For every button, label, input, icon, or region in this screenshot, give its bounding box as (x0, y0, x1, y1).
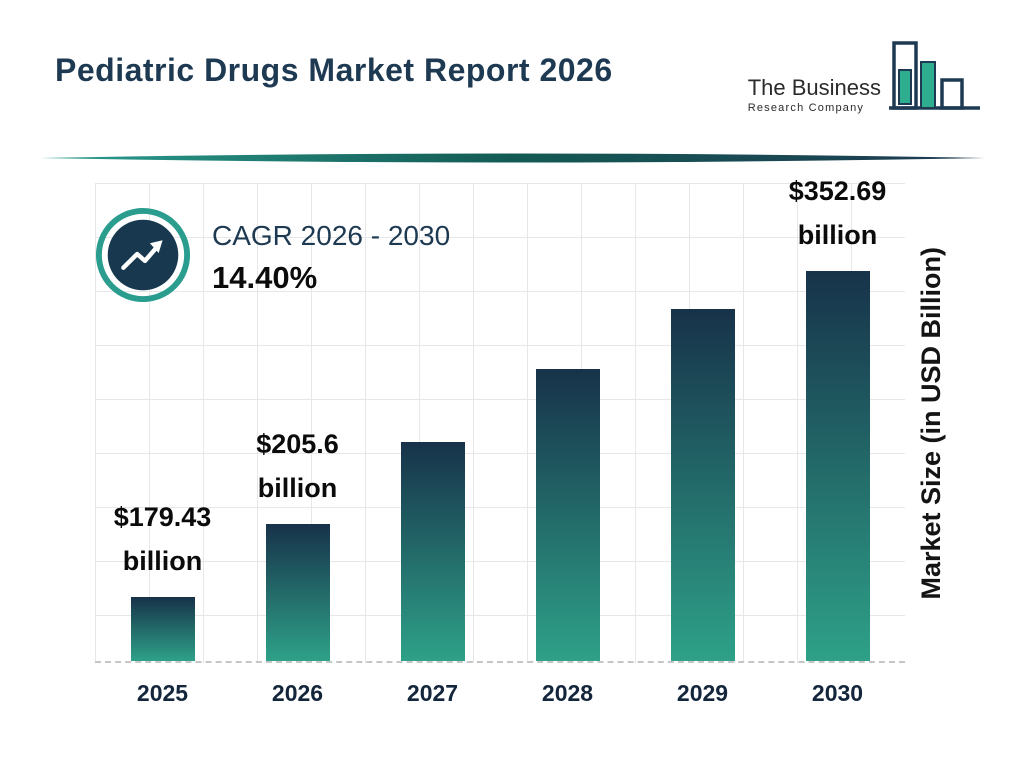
bar-2028 (535, 369, 600, 661)
bar-slot-2028 (500, 183, 635, 661)
y-axis: Market Size (in USD Billion) (903, 183, 959, 663)
cagr-text: CAGR 2026 - 2030 14.40% (212, 220, 450, 296)
bar-2029 (670, 309, 735, 661)
cagr-label: CAGR 2026 - 2030 (212, 219, 451, 251)
trend-up-icon (94, 206, 192, 309)
chart-plot-area: $179.43 billion $205.6 billion $352.69 billio… (95, 176, 905, 663)
x-axis-label-2027: 2027 (406, 680, 459, 706)
x-axis: 2025 2026 2027 2028 2029 2030 (95, 680, 905, 707)
y-axis-label: Market Size (in USD Billion) (915, 246, 946, 600)
bar-slot-2026: $205.6 billion (230, 183, 365, 661)
bar-slot-2030: $352.69 billion (770, 176, 905, 661)
x-axis-label-2029: 2029 (676, 680, 729, 706)
bar-2025 (130, 597, 195, 661)
divider-line (40, 153, 985, 163)
logo-line2: Research Company (747, 101, 865, 114)
bar-2030 (805, 271, 870, 661)
x-axis-label-2025: 2025 (136, 680, 189, 706)
cagr-block: CAGR 2026 - 2030 14.40% (94, 206, 450, 309)
x-axis-label-2030: 2030 (811, 680, 864, 706)
x-axis-label-2026: 2026 (271, 680, 324, 706)
bar-slot-2029 (635, 183, 770, 661)
logo-line1: The Business (747, 74, 881, 100)
company-logo: The Business Research Company (748, 38, 982, 128)
bars-row: $179.43 billion $205.6 billion $352.69 billio… (95, 176, 905, 661)
bar-value-label-2030: $352.69 billion (788, 176, 887, 250)
page-title: Pediatric Drugs Market Report 2026 (55, 52, 613, 88)
bar-value-label-2025: $179.43 billion (113, 502, 212, 576)
bar-slot-2027 (365, 183, 500, 661)
bar-2026 (265, 524, 330, 661)
bar-value-label-2026: $205.6 billion (256, 429, 339, 503)
cagr-value: 14.40% (212, 259, 318, 295)
bar-slot-2025: $179.43 billion (95, 183, 230, 661)
logo-text: The Business Research Company (748, 75, 881, 114)
bar-2027 (400, 442, 465, 661)
bar-chart-logo-icon (887, 38, 982, 128)
x-axis-label-2028: 2028 (541, 680, 594, 706)
